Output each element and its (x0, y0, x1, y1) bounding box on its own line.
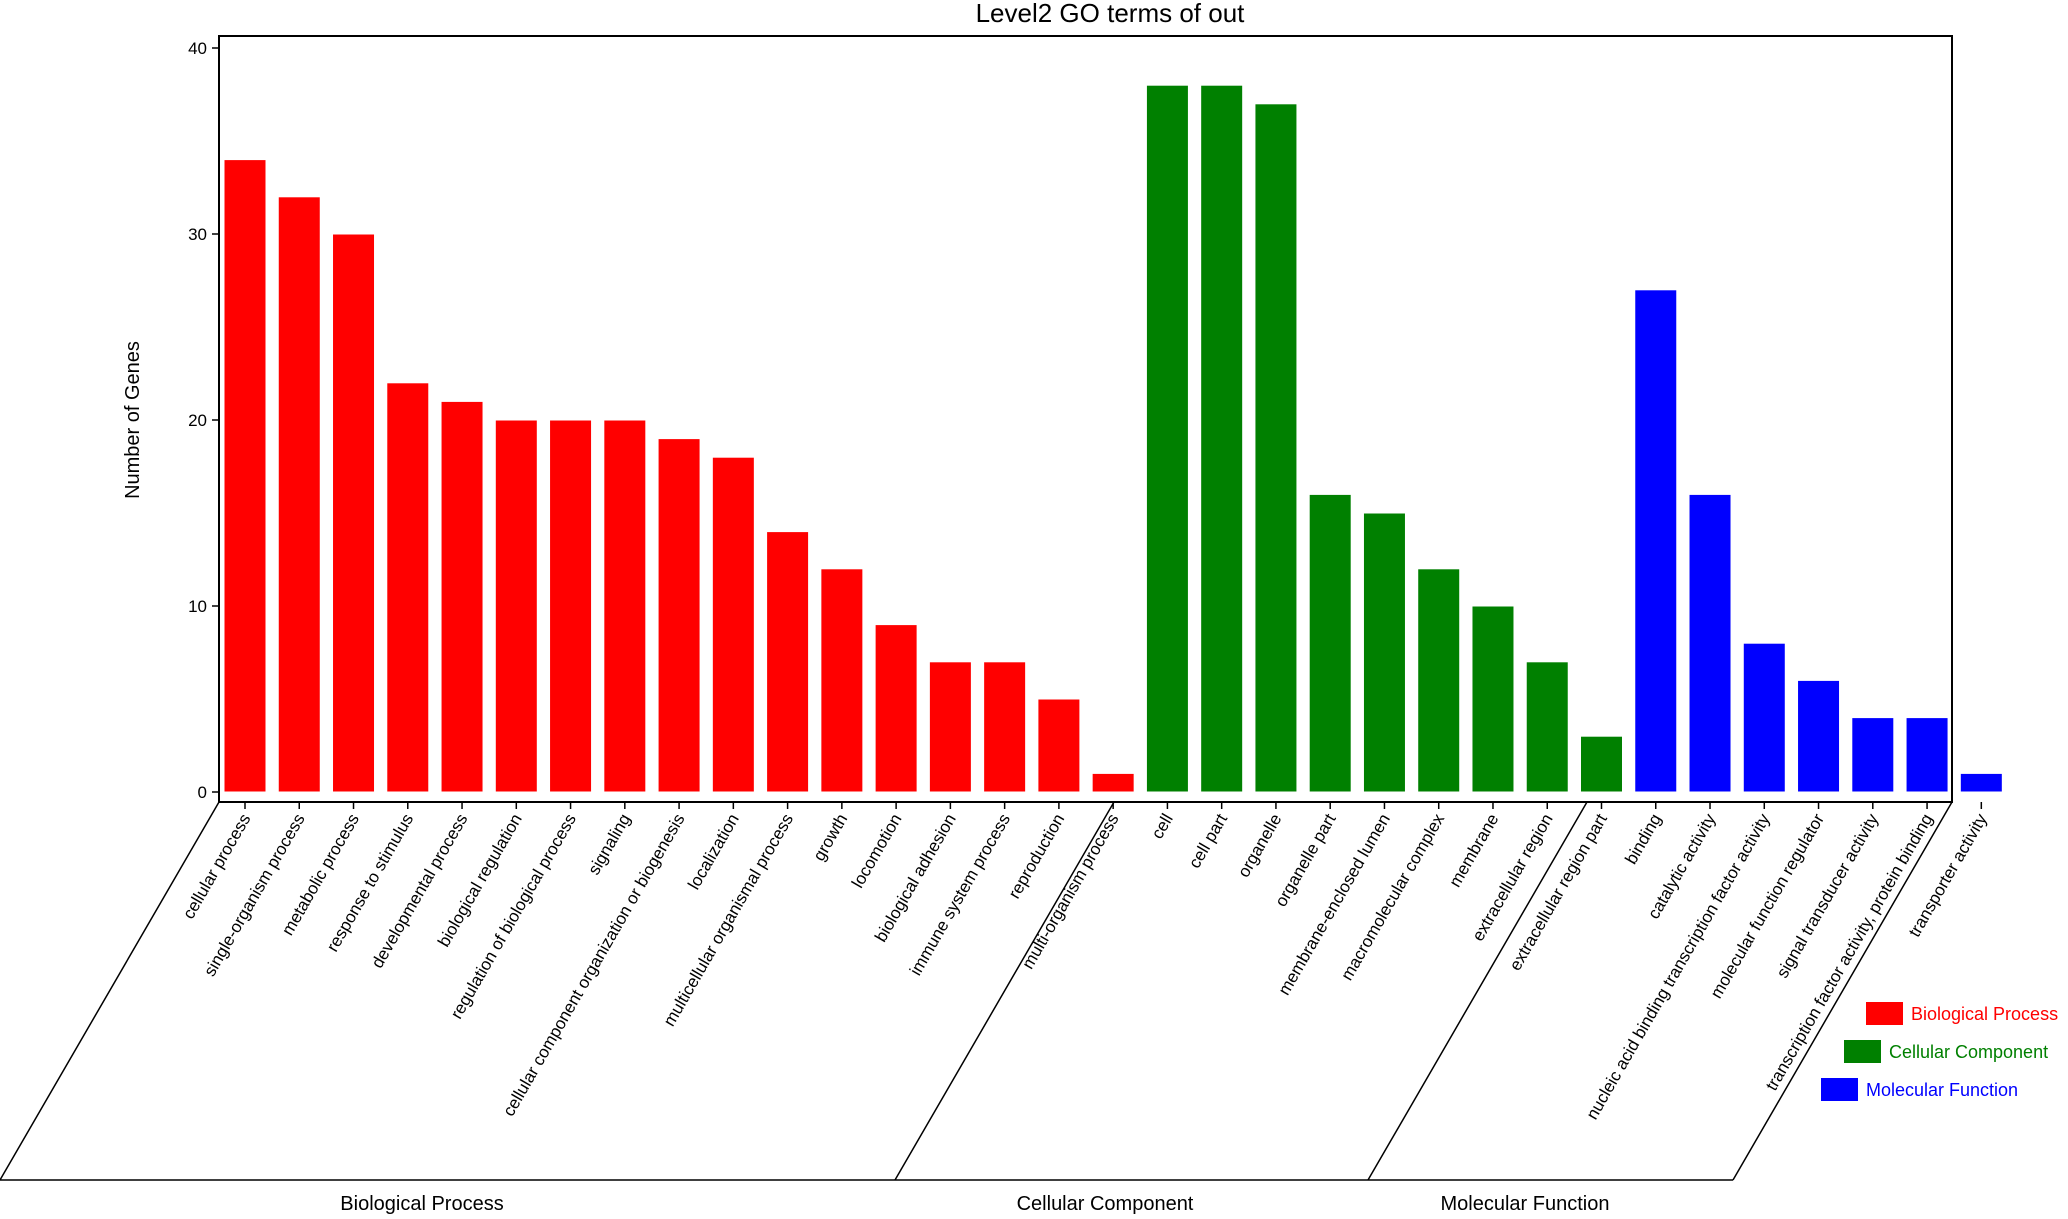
x-tick-label: organelle (1234, 811, 1285, 881)
bar (1797, 679, 1841, 793)
x-tick-label: developmental process (368, 811, 472, 972)
plot-frame (218, 35, 1953, 803)
x-tick-label: membrane-enclosed lumen (1274, 811, 1393, 999)
x-tick-label: macromolecular complex (1337, 810, 1448, 984)
bar (1525, 661, 1569, 793)
x-tick-label: binding (1621, 811, 1665, 868)
legend-label: Molecular Function (1866, 1080, 2018, 1100)
bar (928, 661, 972, 793)
y-tick-label: 0 (198, 783, 207, 802)
bar (983, 661, 1027, 793)
x-tick-label: growth (809, 811, 851, 865)
bar (1362, 512, 1406, 793)
bar (711, 456, 755, 793)
bar (1145, 84, 1189, 793)
bar (223, 159, 267, 793)
y-axis: 0 10 20 30 40 (188, 39, 219, 802)
group-label: Cellular Component (1017, 1193, 1194, 1215)
bar (1688, 493, 1732, 793)
legend-swatch (1821, 1078, 1858, 1101)
bar (386, 382, 430, 793)
bar (657, 438, 701, 793)
legend-swatch (1844, 1040, 1881, 1063)
x-tick-label: membrane (1445, 811, 1502, 891)
x-tick-label: single-organism process (200, 811, 309, 980)
bar (1308, 493, 1352, 793)
bar (440, 400, 484, 793)
group-separator (894, 801, 1115, 1181)
group-label: Molecular Function (1441, 1193, 1610, 1215)
bar (494, 419, 538, 793)
x-tick-label: signaling (584, 811, 634, 879)
bar (1959, 772, 2003, 793)
bar (1254, 103, 1298, 793)
bar (1471, 605, 1515, 793)
x-tick-label: cell (1148, 811, 1177, 843)
group-label: Biological Process (340, 1193, 503, 1215)
bar (1905, 717, 1949, 793)
bar (1851, 717, 1895, 793)
bar (549, 419, 593, 793)
bar (277, 196, 321, 793)
chart-title: Level2 GO terms of out (976, 0, 1246, 28)
legend-label: Cellular Component (1889, 1042, 2048, 1062)
x-tick-label: locomotion (848, 811, 906, 892)
y-tick-label: 10 (188, 597, 207, 616)
bars (223, 84, 2003, 793)
bar (1037, 698, 1081, 793)
y-tick-label: 20 (188, 411, 207, 430)
x-tick-label: signal transducer activity (1773, 810, 1883, 981)
bar (1200, 84, 1244, 793)
group-separator (1367, 801, 1588, 1181)
y-tick-label: 30 (188, 225, 207, 244)
x-tick-label: cell part (1185, 810, 1231, 871)
bar (603, 419, 647, 793)
bar (766, 531, 810, 793)
x-tick-label: immune system process (906, 811, 1014, 979)
bar (820, 568, 864, 793)
x-tick-label: extracellular region part (1506, 810, 1611, 974)
x-tick-label: multi-organism process (1018, 811, 1122, 973)
x-tick-label: localization (684, 811, 743, 893)
legend-swatch (1866, 1002, 1903, 1025)
bar (1634, 289, 1678, 793)
x-tick-label: reproduction (1005, 811, 1069, 902)
legend: Biological Process Cellular Component Mole… (1821, 1002, 2058, 1101)
y-axis-label: Number of Genes (122, 341, 144, 499)
bar (1742, 642, 1786, 793)
bar (874, 624, 918, 793)
bar (1417, 568, 1461, 793)
bar (1580, 735, 1623, 793)
y-tick-label: 40 (188, 39, 207, 58)
group-brackets: Biological Process Cellular Component Mole… (0, 801, 1953, 1215)
group-separator (1732, 801, 1953, 1181)
bar (332, 233, 376, 793)
bar (1091, 772, 1135, 793)
legend-label: Biological Process (1911, 1004, 2058, 1024)
group-separator (0, 801, 220, 1181)
